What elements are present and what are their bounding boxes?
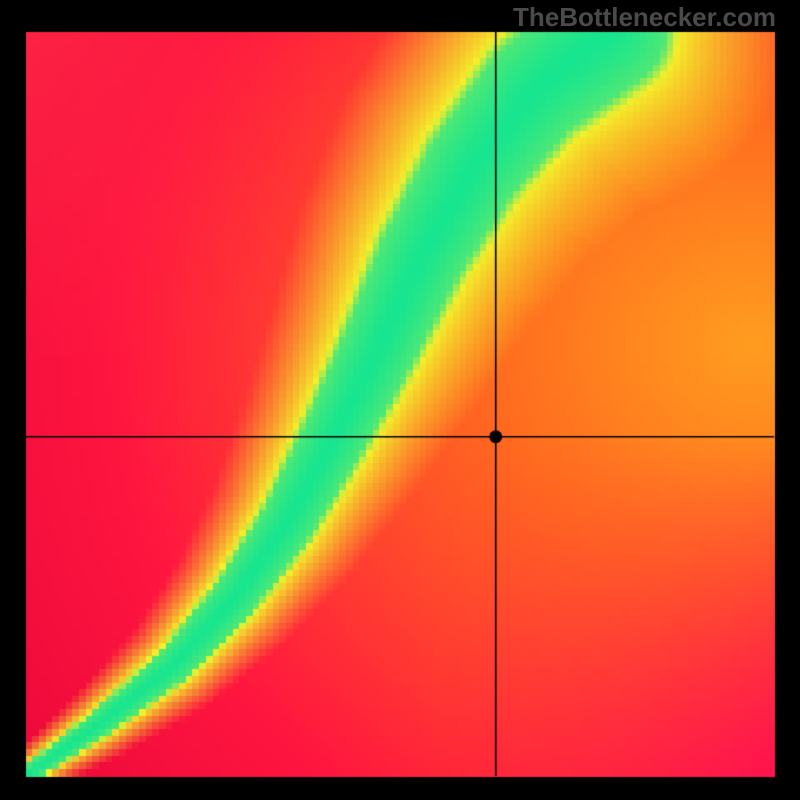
bottleneck-heatmap bbox=[0, 0, 800, 800]
chart-stage: TheBottlenecker.com bbox=[0, 0, 800, 800]
watermark-text: TheBottlenecker.com bbox=[513, 2, 776, 33]
